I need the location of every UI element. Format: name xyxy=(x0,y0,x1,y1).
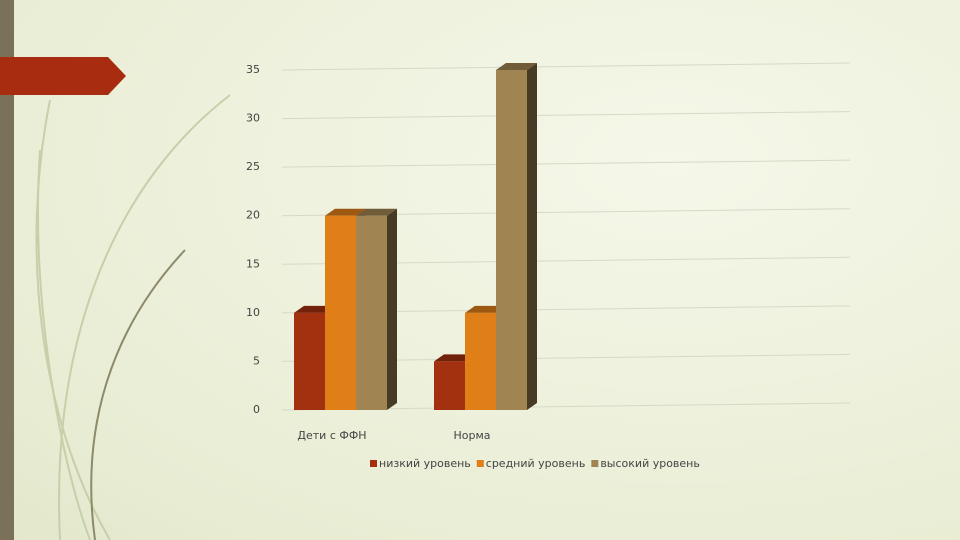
legend-swatch xyxy=(476,460,484,467)
y-tick-label: 30 xyxy=(246,112,260,125)
legend-swatch xyxy=(370,460,377,467)
y-tick-label: 10 xyxy=(246,306,260,319)
side-stripe xyxy=(0,0,14,540)
grid-line xyxy=(281,159,851,168)
decor-curves xyxy=(35,94,231,540)
y-tick-label: 15 xyxy=(246,257,260,270)
legend-label: средний уровень xyxy=(486,457,586,470)
y-tick-label: 5 xyxy=(253,354,260,367)
grid-line xyxy=(281,111,851,120)
bar-side xyxy=(527,63,537,410)
bar xyxy=(496,70,527,410)
bar-top xyxy=(434,354,475,362)
bar-top xyxy=(356,208,397,216)
bar xyxy=(465,312,496,410)
bar-top xyxy=(294,305,335,313)
bar-top xyxy=(465,305,506,313)
grid-line xyxy=(281,62,851,71)
bar-side xyxy=(387,208,397,410)
bar-top xyxy=(325,208,366,216)
y-tick-label: 0 xyxy=(253,403,260,416)
bar xyxy=(356,215,387,410)
bar-top xyxy=(496,63,537,70)
y-tick-label: 20 xyxy=(246,209,260,222)
bar xyxy=(325,215,356,410)
y-tick-label: 35 xyxy=(246,63,260,76)
header-arrow xyxy=(0,57,126,95)
legend-label: низкий уровень xyxy=(379,457,471,470)
x-tick-label: Норма xyxy=(453,429,490,442)
bar xyxy=(294,312,325,410)
legend-label: высокий уровень xyxy=(600,457,700,470)
legend-swatch xyxy=(591,460,599,467)
y-tick-label: 25 xyxy=(246,160,260,173)
bar xyxy=(434,361,465,410)
x-tick-label: Дети с ФФН xyxy=(297,429,366,442)
